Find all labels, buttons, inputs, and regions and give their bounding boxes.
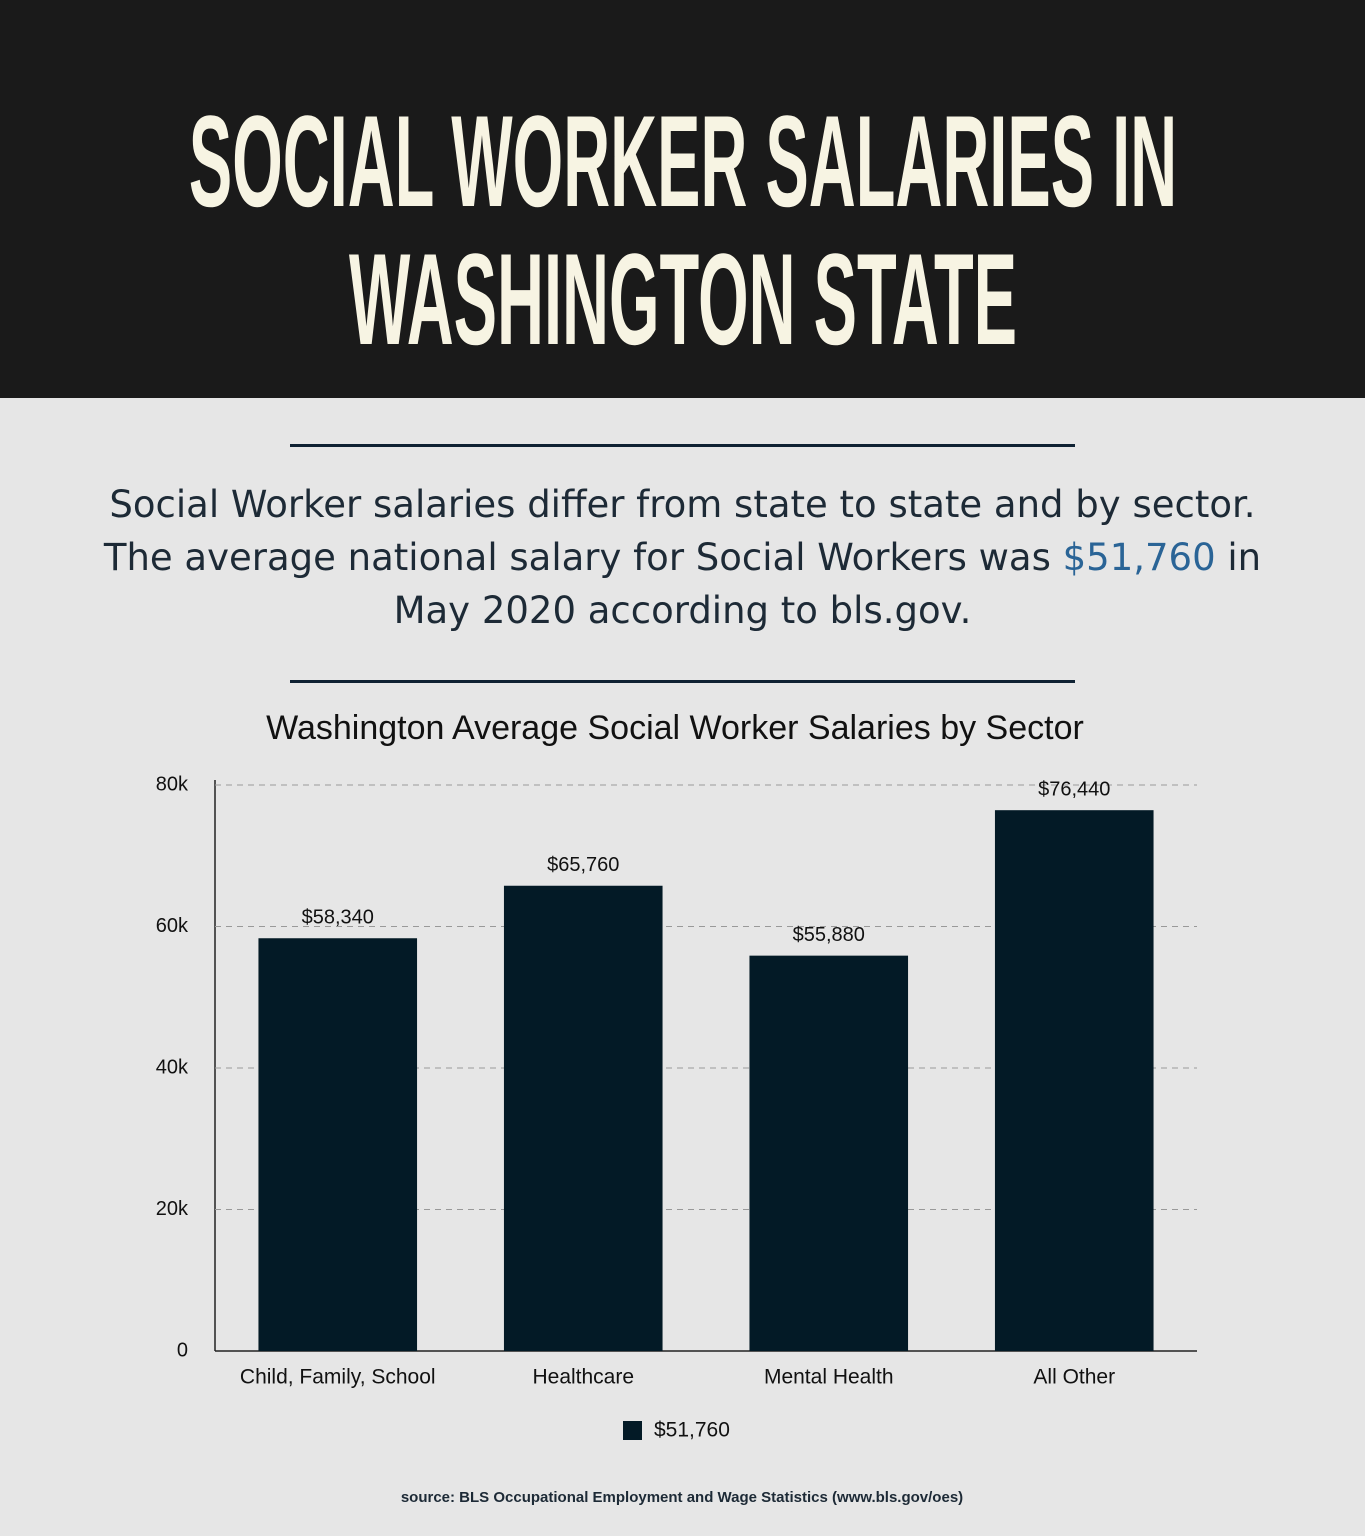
header: SOCIAL WORKER SALARIES IN WASHINGTON STA…: [0, 0, 1365, 398]
bar: [749, 955, 909, 1351]
y-tick-label: 60k: [156, 915, 189, 937]
intro: Social Worker salaries differ from state…: [90, 478, 1275, 637]
page-title: SOCIAL WORKER SALARIES IN WASHINGTON STA…: [188, 88, 1178, 372]
x-tick-label: All Other: [1033, 1366, 1115, 1389]
y-tick-label: 40k: [156, 1056, 189, 1078]
chart-title: Washington Average Social Worker Salarie…: [266, 709, 1084, 747]
value-label: $76,440: [1038, 778, 1110, 800]
intro-text: in May 2020 according to bls.gov.: [393, 536, 1262, 632]
x-tick-label: Mental Health: [764, 1366, 894, 1389]
y-tick-label: 0: [177, 1339, 188, 1361]
intro-highlight: $51,760: [1062, 536, 1216, 579]
divider: [290, 444, 1075, 447]
value-label: $58,340: [302, 907, 374, 929]
x-tick-label: Child, Family, School: [240, 1366, 436, 1389]
y-tick-label: 20k: [156, 1198, 189, 1220]
legend-swatch: [623, 1421, 642, 1440]
bar: [503, 885, 663, 1351]
bar: [994, 810, 1154, 1351]
value-label: $65,760: [547, 854, 619, 876]
bar: [258, 938, 418, 1351]
x-tick-label: Healthcare: [532, 1366, 634, 1389]
intro-text: Social Worker salaries differ from state…: [103, 483, 1256, 579]
legend-label: $51,760: [654, 1419, 730, 1442]
source: source: BLS Occupational Employment and …: [401, 1489, 963, 1506]
value-label: $55,880: [793, 924, 865, 946]
y-tick-label: 80k: [156, 773, 189, 795]
divider: [290, 680, 1075, 683]
